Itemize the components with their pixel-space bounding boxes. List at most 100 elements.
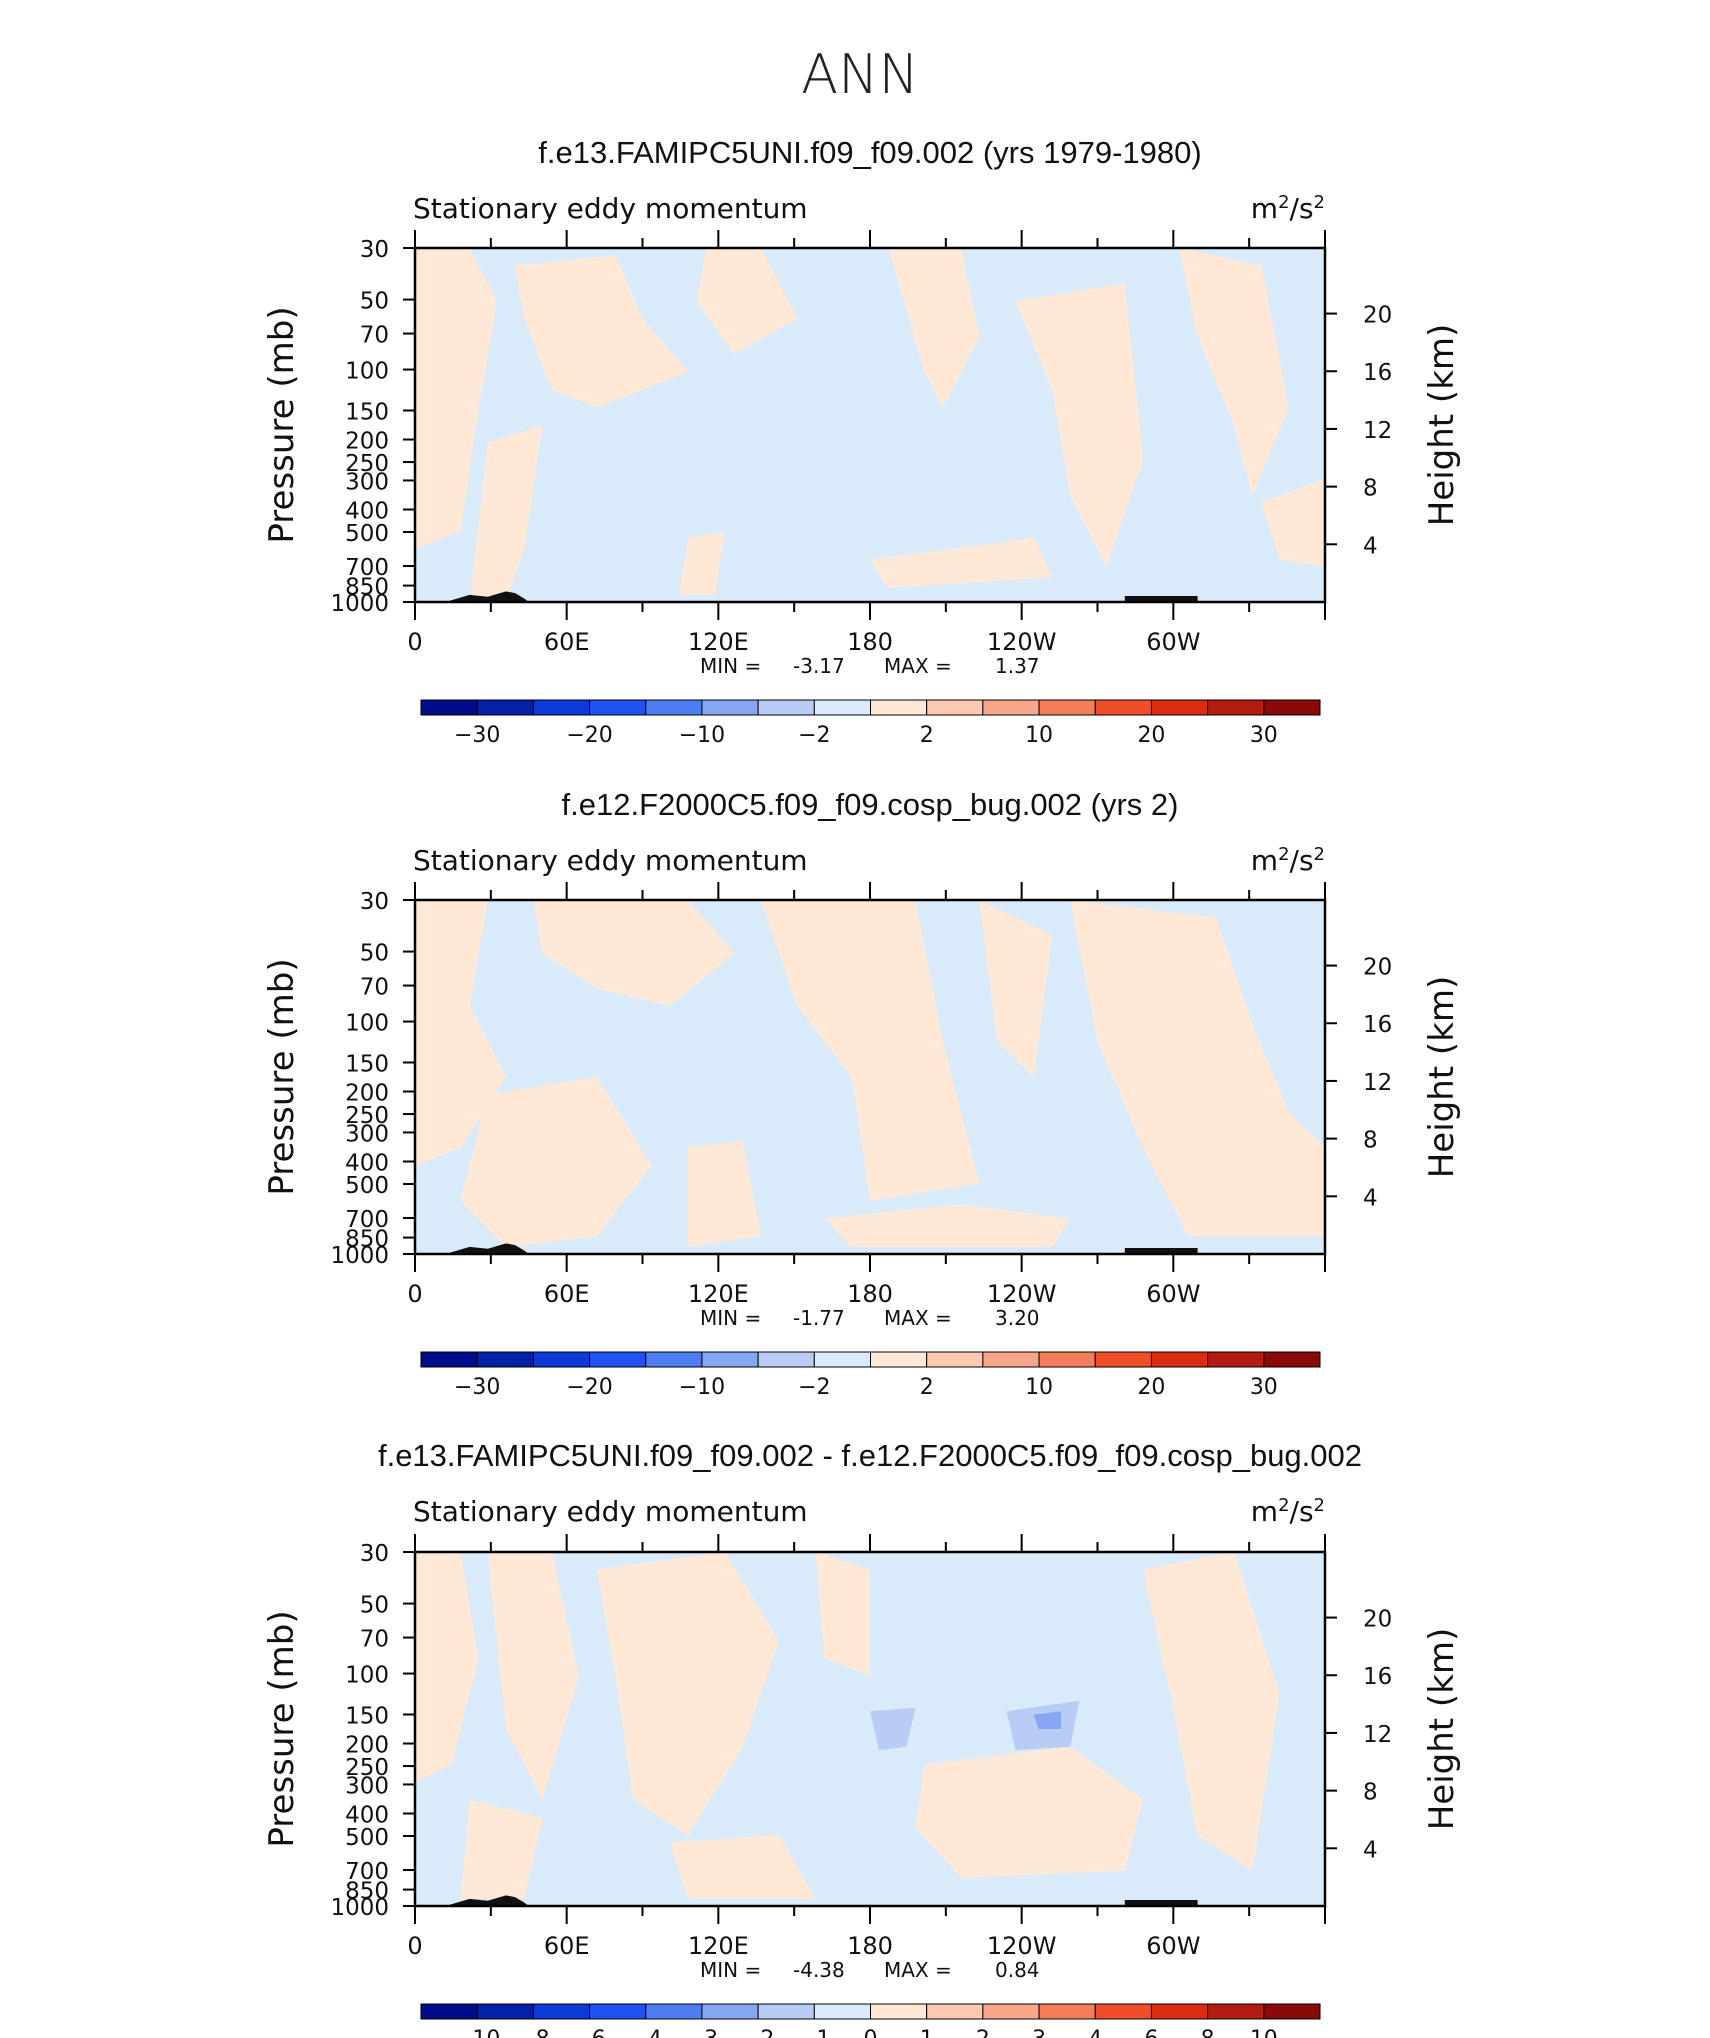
region-positive <box>460 1077 652 1247</box>
colorbar-label: 10 <box>1025 1375 1053 1400</box>
lon-tick-label: 120W <box>987 628 1057 656</box>
contour-panel-3: f.e13.FAMIPC5UNI.f09_f09.002 - f.e12.F20… <box>262 1438 1462 2038</box>
panel-title: f.e12.F2000C5.f09_f09.cosp_bug.002 (yrs … <box>562 787 1179 822</box>
panel-title: f.e13.FAMIPC5UNI.f09_f09.002 - f.e12.F20… <box>378 1438 1362 1473</box>
colorbar-label: −4 <box>630 2027 662 2038</box>
colorbar-swatch <box>1038 2003 1096 2020</box>
region-positive <box>824 1204 1071 1247</box>
colorbar-swatch <box>1207 1351 1265 1368</box>
pressure-tick-label: 700 <box>345 555 389 581</box>
region-positive <box>815 1552 870 1676</box>
pressure-tick-label: 70 <box>360 1627 389 1653</box>
region-positive <box>1015 283 1143 567</box>
colorbar-label: −10 <box>454 2027 500 2038</box>
pressure-tick-label: 70 <box>360 975 389 1001</box>
colorbar-swatch <box>1150 1351 1209 1368</box>
pressure-tick-label: 1000 <box>330 1243 389 1269</box>
colorbar-label: 10 <box>1025 723 1053 748</box>
lon-tick-label: 120W <box>987 1280 1057 1308</box>
region-positive <box>415 248 497 549</box>
colorbar-swatch <box>926 2003 984 2020</box>
region-positive <box>1070 900 1325 1237</box>
colorbar-swatch <box>1207 2003 1265 2020</box>
terrain-mask <box>446 591 529 602</box>
pressure-tick-label: 50 <box>360 1593 389 1619</box>
colorbar-swatch <box>982 2003 1040 2020</box>
region-positive <box>460 1799 543 1899</box>
lon-tick-label: 180 <box>847 1932 893 1960</box>
region-positive <box>669 1835 816 1899</box>
colorbar-label: 1 <box>920 2027 934 2038</box>
region-positive <box>1143 1552 1280 1871</box>
figure-title: ANN <box>801 43 919 106</box>
colorbar-swatch <box>420 2003 478 2020</box>
pressure-tick-label: 100 <box>345 359 389 385</box>
terrain-mask <box>1124 596 1198 602</box>
contour-panel-1: f.e13.FAMIPC5UNI.f09_f09.002 (yrs 1979-1… <box>262 135 1462 748</box>
colorbar-swatch <box>757 699 815 716</box>
height-tick-label: 8 <box>1363 1780 1378 1806</box>
colorbar-label: −2 <box>742 2027 774 2038</box>
colorbar-swatch <box>645 1351 703 1368</box>
colorbar-swatch <box>813 1351 871 1368</box>
colorbar-swatch <box>420 1351 478 1368</box>
colorbar-swatch <box>1094 1351 1152 1368</box>
max-value: 1.37 <box>995 654 1040 678</box>
height-tick-label: 4 <box>1363 533 1378 559</box>
colorbar-label: 30 <box>1250 1375 1278 1400</box>
colorbar-swatch <box>532 1351 591 1368</box>
colorbar-label: 8 <box>1201 2027 1215 2038</box>
pressure-tick-label: 500 <box>345 1173 389 1199</box>
pressure-tick-label: 150 <box>345 1703 389 1729</box>
region-anomaly-3 <box>1033 1711 1062 1729</box>
pressure-tick-label: 850 <box>345 575 389 601</box>
lon-tick-label: 0 <box>407 1280 422 1308</box>
colorbar-label: 0 <box>864 2027 878 2038</box>
colorbar-label: −2 <box>798 1375 830 1400</box>
colorbar-label: 3 <box>1032 2027 1046 2038</box>
pressure-tick-label: 200 <box>345 429 389 455</box>
pressure-tick-label: 700 <box>345 1207 389 1233</box>
height-tick-label: 8 <box>1363 476 1378 502</box>
max-label: MAX = <box>884 1958 952 1982</box>
colorbar-swatch <box>926 699 984 716</box>
colorbar-swatch <box>1207 699 1265 716</box>
height-tick-label: 20 <box>1363 955 1392 981</box>
max-value: 3.20 <box>995 1306 1040 1330</box>
pressure-tick-label: 30 <box>360 889 389 915</box>
colorbar-swatch <box>1263 699 1321 716</box>
colorbar-swatch <box>1263 1351 1321 1368</box>
min-value: -1.77 <box>793 1306 845 1330</box>
colorbar-label: −2 <box>798 723 830 748</box>
region-positive <box>515 255 688 408</box>
y-axis-label-right: Height (km) <box>1422 1628 1462 1831</box>
region-positive <box>415 900 506 1166</box>
colorbar-label: −30 <box>454 723 500 748</box>
pressure-tick-label: 300 <box>345 1121 389 1147</box>
height-tick-label: 20 <box>1363 1607 1392 1633</box>
height-tick-label: 12 <box>1363 1070 1392 1096</box>
colorbar-label: −10 <box>679 1375 725 1400</box>
region-positive <box>1261 478 1325 567</box>
colorbar-swatch <box>926 1351 984 1368</box>
pressure-tick-label: 400 <box>345 1802 389 1828</box>
region-positive <box>870 538 1052 588</box>
lon-tick-label: 180 <box>847 628 893 656</box>
contour-panel-2: f.e12.F2000C5.f09_f09.cosp_bug.002 (yrs … <box>262 787 1462 1400</box>
lon-tick-label: 0 <box>407 628 422 656</box>
pressure-tick-label: 50 <box>360 941 389 967</box>
colorbar-swatch <box>870 2003 928 2020</box>
height-tick-label: 12 <box>1363 1722 1392 1748</box>
colorbar-swatch <box>757 1351 815 1368</box>
region-positive <box>1179 248 1289 496</box>
colorbar-swatch <box>1150 699 1209 716</box>
colorbar-swatch <box>589 1351 647 1368</box>
pressure-tick-label: 300 <box>345 1773 389 1799</box>
colorbar-label: −20 <box>566 723 612 748</box>
lon-tick-label: 120E <box>688 1280 749 1308</box>
lon-tick-label: 120E <box>688 1932 749 1960</box>
colorbar-swatch <box>870 699 928 716</box>
y-axis-label-left: Pressure (mb) <box>262 958 302 1195</box>
min-label: MIN = <box>700 1958 761 1982</box>
